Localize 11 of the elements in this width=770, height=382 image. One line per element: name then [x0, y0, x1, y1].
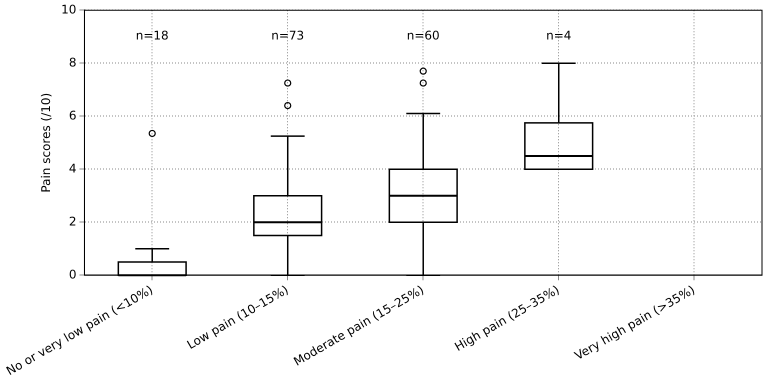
- annotation: n=18: [136, 28, 169, 42]
- y-tick-label: 6: [68, 108, 76, 122]
- y-tick-label: 2: [68, 214, 76, 228]
- annotation: n=4: [546, 28, 572, 42]
- y-tick-label: 8: [68, 55, 76, 70]
- y-tick-label: 10: [61, 2, 76, 16]
- annotation: n=73: [271, 28, 304, 42]
- y-tick-label: 4: [68, 161, 76, 176]
- annotation: n=60: [406, 28, 440, 42]
- y-axis-title: Pain scores (/10): [39, 92, 54, 193]
- y-tick-label: 0: [68, 267, 76, 282]
